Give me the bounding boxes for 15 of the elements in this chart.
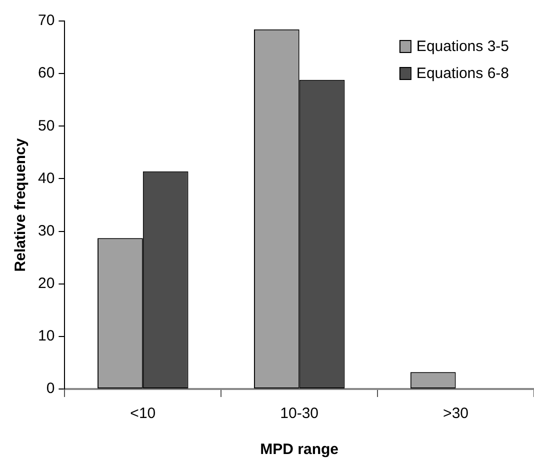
- y-tick-label: 20: [38, 275, 55, 292]
- y-tick-label: 30: [38, 222, 55, 240]
- x-axis-title: MPD range: [260, 441, 339, 458]
- y-axis-title: Relative frequency: [12, 138, 30, 272]
- y-tick-label: 60: [38, 64, 55, 82]
- y-tick-label: 0: [46, 380, 55, 398]
- y-tick-label: 10: [38, 328, 55, 345]
- y-tick-label: 70: [38, 12, 55, 30]
- legend-label: Equations 6-8: [416, 65, 510, 82]
- y-tick-label: 50: [38, 117, 55, 134]
- x-tick-label: >30: [443, 405, 469, 422]
- legend-label: Equations 3-5: [416, 38, 510, 56]
- y-tick-label: 40: [38, 170, 55, 187]
- x-tick-label: 10-30: [280, 405, 319, 422]
- x-tick-label: <10: [130, 405, 156, 422]
